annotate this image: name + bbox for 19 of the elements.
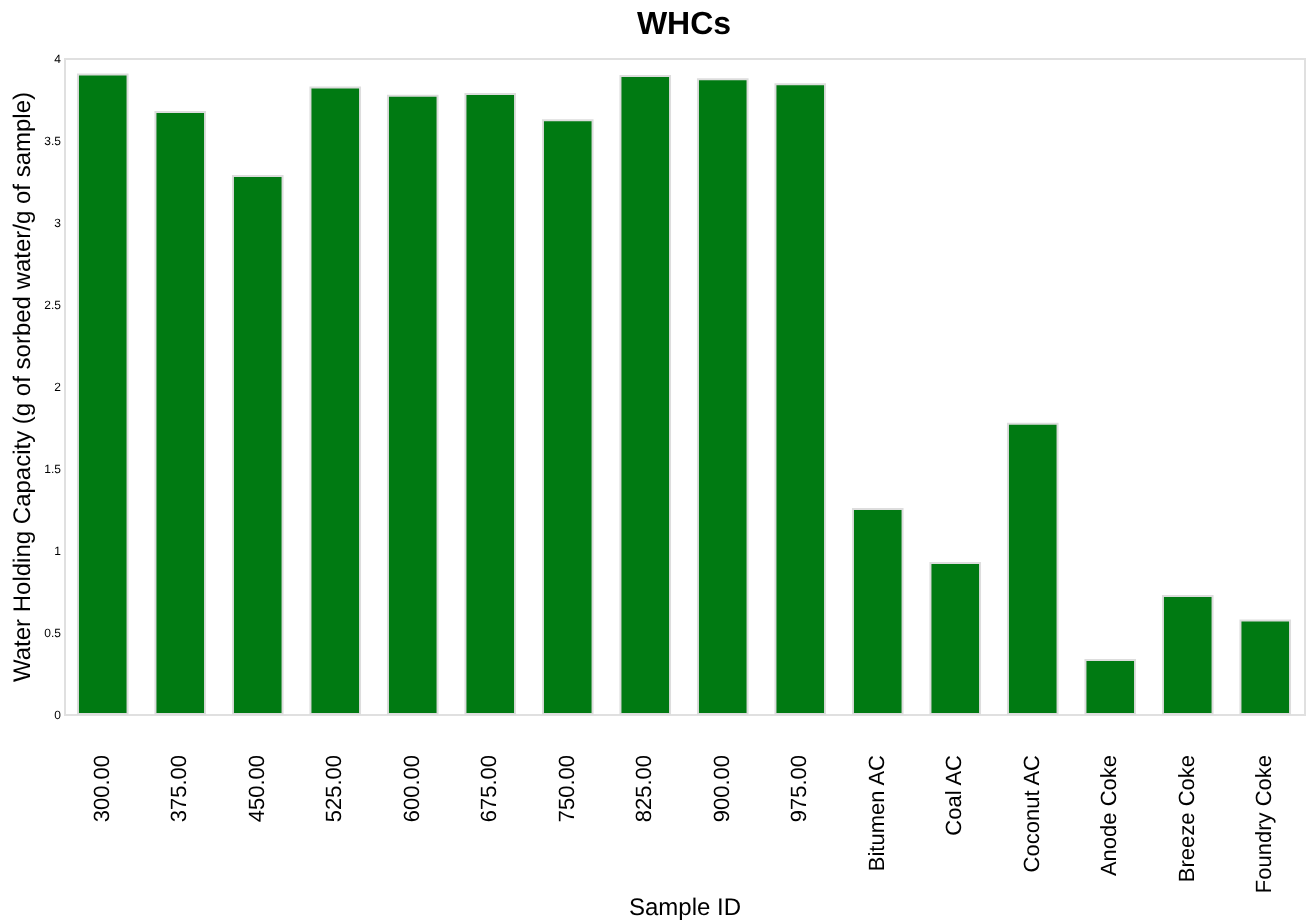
x-tick-label: 600.00 (400, 755, 425, 823)
x-tick-label: Coal AC (943, 754, 968, 836)
x-tick-label: Breeze Coke (1175, 755, 1200, 883)
x-tick-label: 675.00 (478, 755, 503, 823)
x-tick-label: Bitumen AC (865, 754, 890, 872)
x-tick-label: 375.00 (168, 755, 193, 823)
x-tick-label: 525.00 (323, 755, 348, 823)
x-tick-label: Anode Coke (1098, 755, 1123, 877)
x-axis-title: Sample ID (628, 893, 742, 922)
x-tick-label: 825.00 (633, 755, 658, 823)
x-tick-label: 900.00 (710, 755, 735, 823)
x-tick-label: 300.00 (90, 755, 115, 823)
chart-title: WHCs (636, 8, 732, 42)
x-tick-label: 975.00 (788, 755, 813, 823)
x-tick-label: Coconut AC (1020, 754, 1045, 873)
x-tick-label: Foundry Coke (1253, 755, 1278, 894)
x-tick-label: 450.00 (245, 755, 270, 823)
x-tick-label: 750.00 (555, 755, 580, 823)
y-axis-title: Water Holding Capacity (g of sorbed water/g of sample) (8, 91, 37, 683)
